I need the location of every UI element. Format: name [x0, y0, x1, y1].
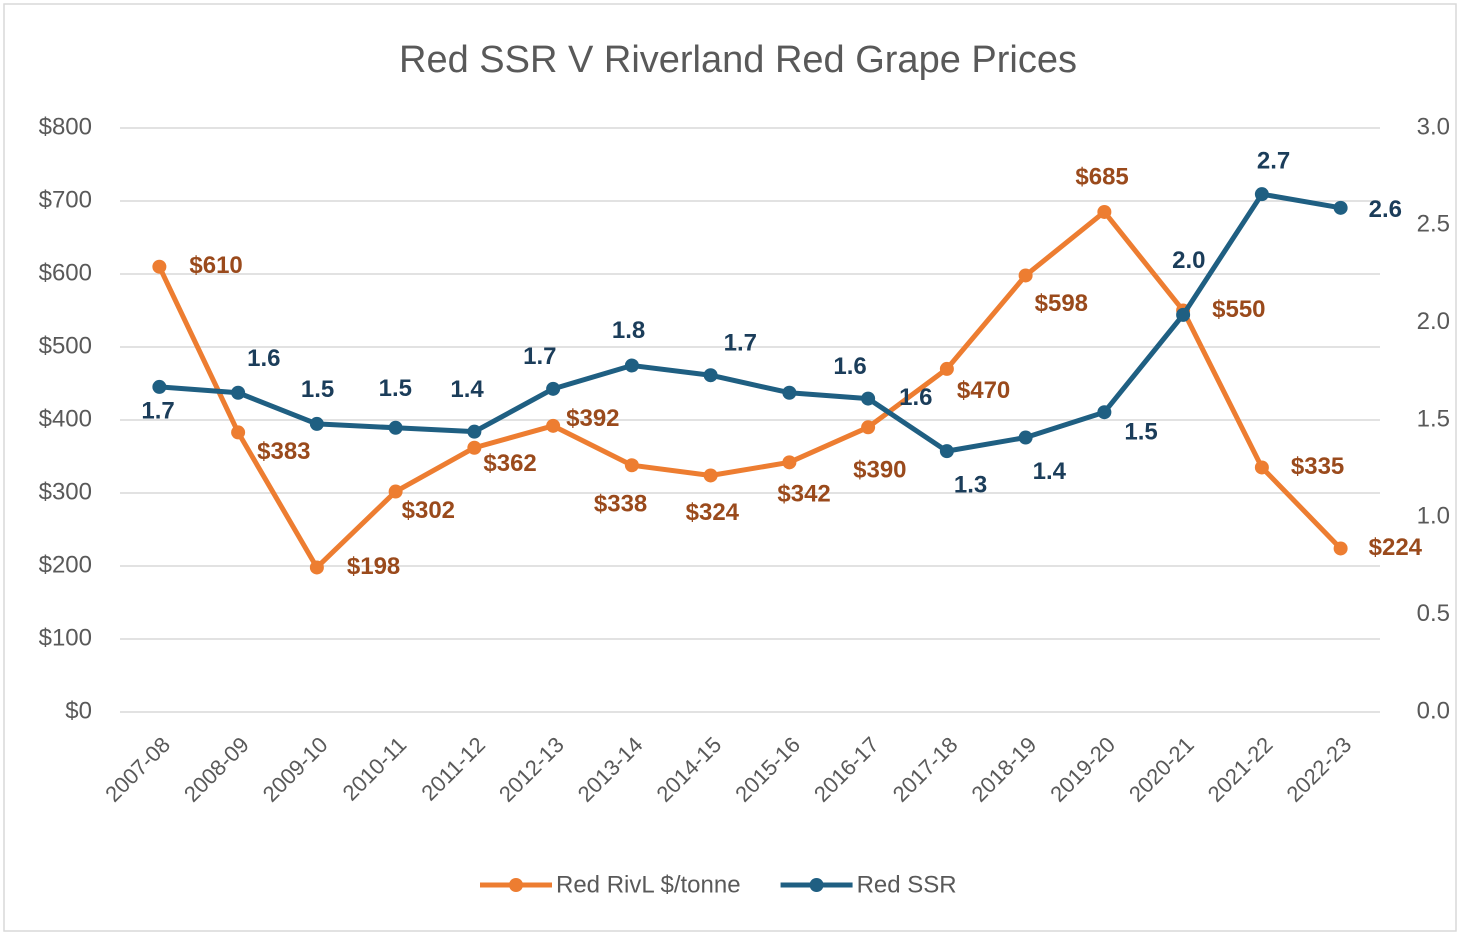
legend-marker — [809, 878, 824, 892]
data-point — [1097, 405, 1112, 420]
data-label: $550 — [1212, 296, 1265, 323]
series-line — [157, 209, 1343, 570]
data-point — [546, 381, 561, 396]
data-label: 1.7 — [523, 343, 556, 370]
y2-tick-label: 1.0 — [1417, 503, 1450, 530]
data-label: 1.7 — [724, 330, 757, 357]
y-tick-label: $800 — [39, 113, 92, 140]
data-label: $610 — [189, 252, 242, 279]
data-point — [152, 379, 167, 394]
data-label: $342 — [777, 481, 830, 508]
data-point — [1254, 460, 1269, 475]
data-label: 1.8 — [612, 317, 645, 344]
y2-tick-label: 0.5 — [1417, 600, 1450, 627]
data-label: $390 — [853, 457, 906, 484]
y-tick-label: $400 — [39, 405, 92, 432]
legend-marker — [509, 878, 523, 892]
data-label: 1.6 — [833, 353, 866, 380]
data-label: $392 — [566, 405, 619, 432]
data-point — [703, 468, 718, 483]
data-label: $324 — [686, 499, 740, 526]
data-point — [231, 385, 246, 400]
data-point — [624, 358, 639, 373]
data-point — [467, 440, 482, 455]
data-label: 1.5 — [301, 376, 334, 403]
data-point — [861, 420, 876, 435]
data-label: $362 — [483, 450, 536, 477]
y-tick-label: $300 — [39, 478, 92, 505]
data-point — [546, 418, 561, 433]
data-point — [1018, 430, 1033, 445]
y-tick-label: $500 — [39, 332, 92, 359]
data-label: $224 — [1369, 534, 1423, 561]
chart-frame — [3, 3, 1457, 932]
data-point — [1254, 187, 1269, 202]
data-label: 2.6 — [1369, 196, 1402, 223]
legend-label: Red SSR — [857, 871, 957, 898]
data-label: $302 — [402, 497, 455, 524]
data-point — [624, 458, 639, 473]
data-label: $198 — [347, 553, 400, 580]
data-point — [1176, 307, 1191, 322]
y2-tick-label: 1.5 — [1417, 405, 1450, 432]
data-point — [939, 444, 954, 459]
legend-label: Red RivL $/tonne — [556, 871, 741, 898]
data-label: $470 — [957, 377, 1010, 404]
y-tick-label: $200 — [39, 551, 92, 578]
data-label: 1.7 — [141, 397, 174, 424]
data-label: 1.6 — [247, 345, 280, 372]
data-point — [388, 484, 403, 499]
data-label: 2.0 — [1172, 247, 1205, 274]
data-label: $335 — [1291, 453, 1344, 480]
y2-tick-label: 2.5 — [1417, 211, 1450, 238]
data-label: 1.5 — [1124, 419, 1157, 446]
data-label: 2.7 — [1257, 148, 1290, 175]
data-point — [231, 425, 246, 440]
y-tick-label: $600 — [39, 259, 92, 286]
data-label: 1.3 — [954, 471, 987, 498]
data-label: 1.6 — [899, 384, 932, 411]
data-point — [309, 416, 324, 431]
data-point — [782, 455, 797, 470]
series-line — [159, 191, 1342, 454]
data-point — [1018, 268, 1033, 283]
data-label: $685 — [1075, 163, 1128, 190]
data-label: $383 — [257, 438, 310, 465]
chart-title: Red SSR V Riverland Red Grape Prices — [399, 39, 1077, 81]
data-point — [388, 420, 403, 435]
y-tick-label: $0 — [65, 697, 92, 724]
y2-tick-label: 0.0 — [1417, 697, 1450, 724]
data-point — [1097, 204, 1112, 219]
data-label: 1.5 — [379, 375, 412, 402]
y-tick-label: $700 — [39, 186, 92, 213]
data-point — [467, 424, 482, 439]
data-point — [703, 368, 718, 383]
data-label: $598 — [1035, 290, 1088, 317]
y2-tick-label: 2.0 — [1417, 308, 1450, 335]
data-point — [939, 361, 954, 376]
y2-tick-label: 3.0 — [1417, 113, 1450, 140]
data-label: $338 — [594, 491, 647, 518]
data-label: 1.4 — [1033, 458, 1067, 485]
data-point — [309, 560, 324, 575]
data-point — [1333, 200, 1348, 215]
y-tick-label: $100 — [39, 624, 92, 651]
data-point — [861, 391, 876, 406]
data-point — [782, 385, 797, 400]
data-label: 1.4 — [450, 376, 484, 403]
data-point — [1333, 541, 1348, 556]
data-point — [152, 259, 167, 274]
